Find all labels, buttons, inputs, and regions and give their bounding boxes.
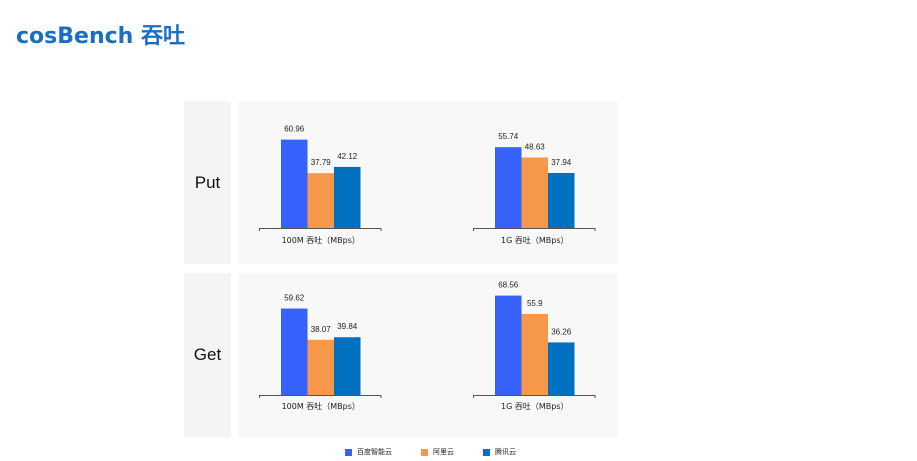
get-1g-bar-aliyun [521,313,548,395]
put-100m-data-label-aliyun: 37.79 [311,158,332,167]
put-1g-data-label-baidu: 55.74 [498,132,519,141]
get-100m-data-label-tencent: 39.84 [337,322,358,331]
legend-label-tencent: 腾讯云 [495,448,516,456]
put-1g-data-label-aliyun: 48.63 [525,142,546,151]
get-1g-bar-baidu [495,295,522,395]
get-1g-x-label: 1G 吞吐（MBps） [501,402,568,411]
legend-swatch-baidu [345,448,352,456]
legend-item-tencent: 腾讯云 [483,447,516,457]
get-100m-data-label-baidu: 59.62 [284,294,305,303]
put-1g-bar-tencent [548,172,575,228]
put-100m-bar-baidu [281,139,308,228]
get-1g-data-label-aliyun: 55.9 [527,299,543,308]
get-1g-bar-tencent [548,342,575,395]
legend-item-baidu: 百度智能云 [345,447,392,457]
put-100m-data-label-tencent: 42.12 [337,152,358,161]
legend-item-aliyun: 阿里云 [421,447,454,457]
put-1g-bar-baidu [495,147,522,228]
put-100m-data-label-baidu: 60.96 [284,125,305,134]
put-100m-bar-aliyun [307,173,334,228]
get-100m-bar-aliyun [307,339,334,395]
legend-label-aliyun: 阿里云 [433,448,454,456]
get-100m-data-label-aliyun: 38.07 [311,325,332,334]
get-1g-data-label-tencent: 36.26 [551,327,572,336]
put-1g-x-label: 1G 吞吐（MBps） [501,236,568,245]
get-100m-bar-baidu [281,308,308,395]
put-100m-x-label: 100M 吞吐（MBps） [282,236,360,245]
page-title: cosBench 吞吐 [16,24,185,49]
legend-label-baidu: 百度智能云 [357,448,392,456]
put-1g-data-label-tencent: 37.94 [551,158,572,167]
legend-swatch-aliyun [421,448,428,456]
get-1g-data-label-baidu: 68.56 [498,281,519,290]
put-1g-bar-aliyun [521,157,548,228]
get-100m-bar-tencent [334,337,361,395]
row-label-get: Get [184,273,231,437]
get-100m-x-label: 100M 吞吐（MBps） [282,402,360,411]
legend-swatch-tencent [483,448,490,456]
put-100m-bar-tencent [334,166,361,228]
row-label-put: Put [184,101,231,264]
legend: 百度智能云 阿里云 腾讯云 [0,447,917,459]
